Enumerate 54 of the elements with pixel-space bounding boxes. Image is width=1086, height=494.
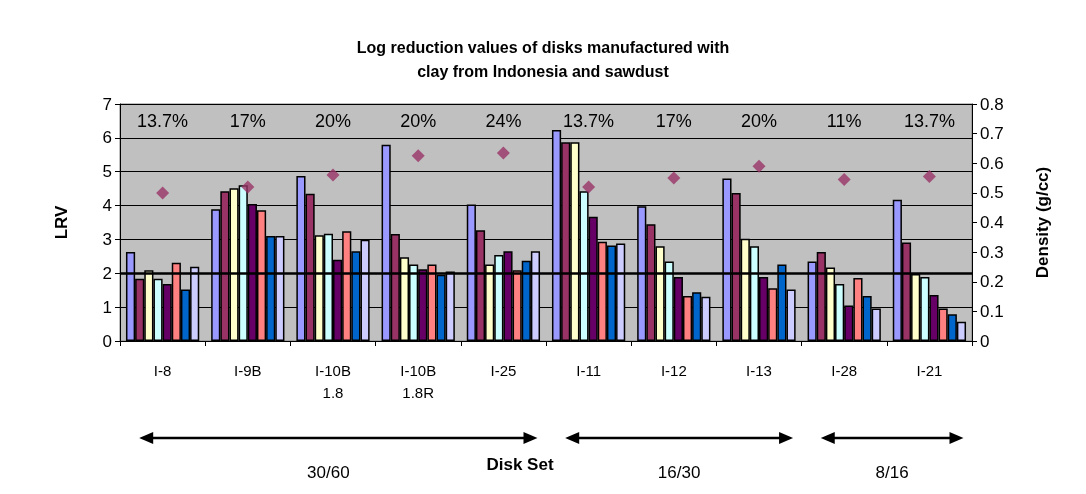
x-tick-label: I-8 bbox=[153, 361, 172, 379]
x-tick-label: I-21 bbox=[916, 361, 943, 379]
annotation: 17% bbox=[655, 110, 692, 131]
y-tick-label: 1 bbox=[102, 297, 112, 317]
annotation: 13.7% bbox=[563, 110, 615, 131]
point bbox=[326, 168, 340, 182]
y2-tick-label: 0.5 bbox=[980, 183, 1004, 203]
x-tick-label: I-10B 1.8 bbox=[315, 361, 351, 401]
y2-tick-label: 0.8 bbox=[980, 94, 1004, 114]
point bbox=[667, 171, 681, 185]
text: 30/60 bbox=[307, 462, 350, 482]
point bbox=[411, 149, 425, 163]
x-tick-label: I-10B 1.8R bbox=[400, 361, 437, 401]
x-tick-label: I-13 bbox=[746, 361, 772, 379]
annotation: 20% bbox=[314, 110, 352, 131]
x-tick-label: I-11 bbox=[576, 361, 601, 379]
point bbox=[837, 173, 851, 187]
y-tick-label: 4 bbox=[102, 196, 112, 216]
annotation: 20% bbox=[400, 110, 437, 131]
annotation: 24% bbox=[485, 110, 522, 131]
y2-tick-label: 0.2 bbox=[980, 272, 1004, 292]
y2-tick-label: 0 bbox=[980, 331, 990, 351]
point bbox=[241, 180, 255, 194]
point bbox=[752, 159, 766, 173]
y2-tick-label: 0.6 bbox=[980, 153, 1004, 173]
y2-tick-label: 0.1 bbox=[980, 301, 1004, 321]
x-tick-label: I-28 bbox=[831, 361, 858, 379]
text: 8/16 bbox=[875, 462, 909, 482]
x-tick-label: I-25 bbox=[490, 361, 517, 379]
x-axis-title: Disk Set bbox=[486, 454, 554, 474]
y-tick-label: 5 bbox=[102, 162, 112, 182]
y-tick-label: 7 bbox=[102, 94, 112, 114]
y-tick-label: 0 bbox=[102, 331, 112, 351]
annotation: 13.7% bbox=[903, 110, 955, 131]
y2-tick-label: 0.7 bbox=[980, 124, 1004, 144]
y-tick-label: 2 bbox=[102, 263, 112, 283]
y-axis-title: LRV bbox=[52, 205, 71, 240]
y2-axis-title: Density (g/cc) bbox=[1033, 166, 1052, 279]
annotation: 11% bbox=[826, 110, 862, 131]
annotation: 20% bbox=[740, 110, 778, 131]
y-tick-label: 3 bbox=[102, 229, 112, 249]
point bbox=[496, 146, 510, 160]
annotation: 13.7% bbox=[137, 110, 189, 131]
point bbox=[582, 180, 596, 194]
y2-tick-label: 0.3 bbox=[980, 242, 1004, 262]
x-tick-label: I-9B bbox=[234, 361, 262, 379]
text: 16/30 bbox=[657, 462, 701, 482]
annotation: 17% bbox=[229, 110, 266, 131]
y-tick-label: 6 bbox=[102, 128, 112, 148]
point bbox=[922, 170, 936, 184]
x-tick-label: I-12 bbox=[660, 361, 687, 379]
y2-tick-label: 0.4 bbox=[980, 213, 1004, 232]
point bbox=[156, 186, 170, 200]
chart-title: Log reduction values of disks manufactured with clay from Indonesia and sawdust bbox=[356, 38, 730, 80]
